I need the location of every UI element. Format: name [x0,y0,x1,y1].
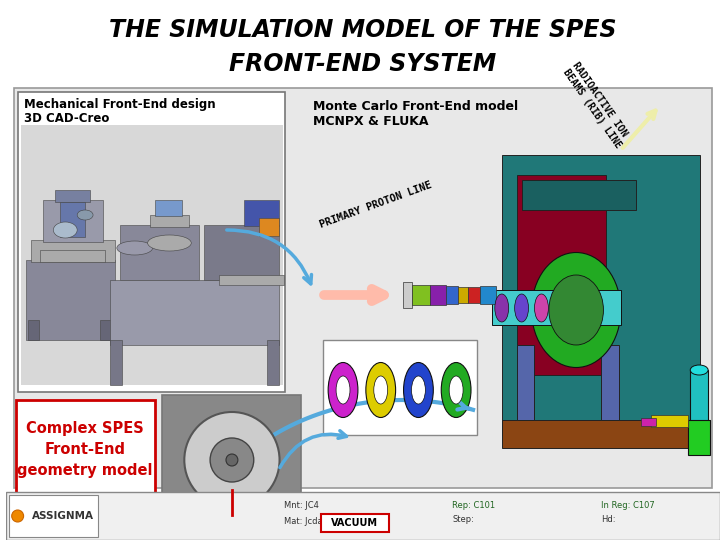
FancyBboxPatch shape [521,180,636,210]
Text: Mechanical Front-End design: Mechanical Front-End design [24,98,215,111]
Ellipse shape [12,510,24,522]
Ellipse shape [117,241,153,255]
FancyBboxPatch shape [641,418,655,426]
Ellipse shape [441,362,471,417]
FancyBboxPatch shape [244,200,279,226]
Ellipse shape [77,210,93,220]
Ellipse shape [549,275,603,345]
FancyBboxPatch shape [402,282,413,308]
FancyBboxPatch shape [155,200,182,216]
Text: In Reg: C107: In Reg: C107 [601,502,654,510]
Ellipse shape [690,365,708,375]
Text: Mnt: JC4: Mnt: JC4 [284,502,318,510]
FancyBboxPatch shape [40,250,105,262]
FancyBboxPatch shape [14,88,712,488]
Ellipse shape [531,253,621,368]
FancyBboxPatch shape [110,340,122,385]
FancyBboxPatch shape [100,320,112,340]
FancyBboxPatch shape [27,320,40,340]
FancyBboxPatch shape [458,287,468,303]
Text: MCNPX & FLUKA: MCNPX & FLUKA [313,115,429,128]
Text: Complex SPES
Front-End
geometry model: Complex SPES Front-End geometry model [17,422,153,478]
Ellipse shape [226,454,238,466]
Text: Hd:: Hd: [601,516,616,524]
FancyBboxPatch shape [21,125,282,385]
FancyBboxPatch shape [120,225,199,280]
Ellipse shape [210,438,253,482]
FancyBboxPatch shape [601,345,618,420]
FancyBboxPatch shape [468,287,480,303]
Text: RADIOACTIVE ION
BEAMS (RIB) LINE: RADIOACTIVE ION BEAMS (RIB) LINE [562,60,633,150]
FancyBboxPatch shape [446,286,458,304]
FancyBboxPatch shape [480,286,496,304]
Ellipse shape [374,376,387,404]
Text: THE SIMULATION MODEL OF THE SPES: THE SIMULATION MODEL OF THE SPES [109,18,616,42]
Text: Monte Carlo Front-End model: Monte Carlo Front-End model [313,100,518,113]
Ellipse shape [53,222,77,238]
FancyBboxPatch shape [30,240,115,262]
FancyBboxPatch shape [16,400,155,495]
FancyBboxPatch shape [502,155,700,435]
FancyBboxPatch shape [413,285,431,305]
Text: FRONT-END SYSTEM: FRONT-END SYSTEM [229,52,497,76]
Ellipse shape [403,362,433,417]
FancyBboxPatch shape [18,92,286,392]
FancyBboxPatch shape [688,420,710,455]
FancyBboxPatch shape [492,290,621,325]
FancyBboxPatch shape [150,215,189,227]
Ellipse shape [412,376,426,404]
FancyBboxPatch shape [517,345,534,420]
FancyBboxPatch shape [431,285,446,305]
Text: Mat: Jcday:: Mat: Jcday: [284,517,329,526]
Ellipse shape [366,362,395,417]
Ellipse shape [515,294,528,322]
FancyBboxPatch shape [258,218,279,236]
FancyBboxPatch shape [323,340,477,435]
FancyBboxPatch shape [26,260,115,340]
FancyBboxPatch shape [43,200,103,242]
FancyBboxPatch shape [502,420,710,448]
FancyBboxPatch shape [219,275,284,285]
FancyBboxPatch shape [163,395,302,515]
Ellipse shape [336,376,350,404]
Ellipse shape [495,294,509,322]
FancyBboxPatch shape [55,190,90,202]
Text: ASSIGNMA: ASSIGNMA [32,511,94,521]
FancyBboxPatch shape [60,202,85,237]
Text: Step:: Step: [452,516,474,524]
Text: 3D CAD-Creo: 3D CAD-Creo [24,112,109,125]
Text: PRIMARY PROTON LINE: PRIMARY PROTON LINE [318,180,433,230]
Ellipse shape [449,376,463,404]
FancyBboxPatch shape [110,280,279,345]
Text: VACUUM: VACUUM [331,518,379,528]
Ellipse shape [328,362,358,417]
FancyBboxPatch shape [517,175,606,375]
FancyBboxPatch shape [690,370,708,430]
FancyBboxPatch shape [9,495,98,537]
FancyBboxPatch shape [651,415,688,427]
Ellipse shape [534,294,549,322]
Ellipse shape [184,412,279,508]
FancyBboxPatch shape [321,514,389,532]
Text: Rep: C101: Rep: C101 [452,502,495,510]
FancyBboxPatch shape [266,340,279,385]
FancyBboxPatch shape [204,225,279,280]
FancyBboxPatch shape [6,492,720,540]
Ellipse shape [148,235,192,251]
